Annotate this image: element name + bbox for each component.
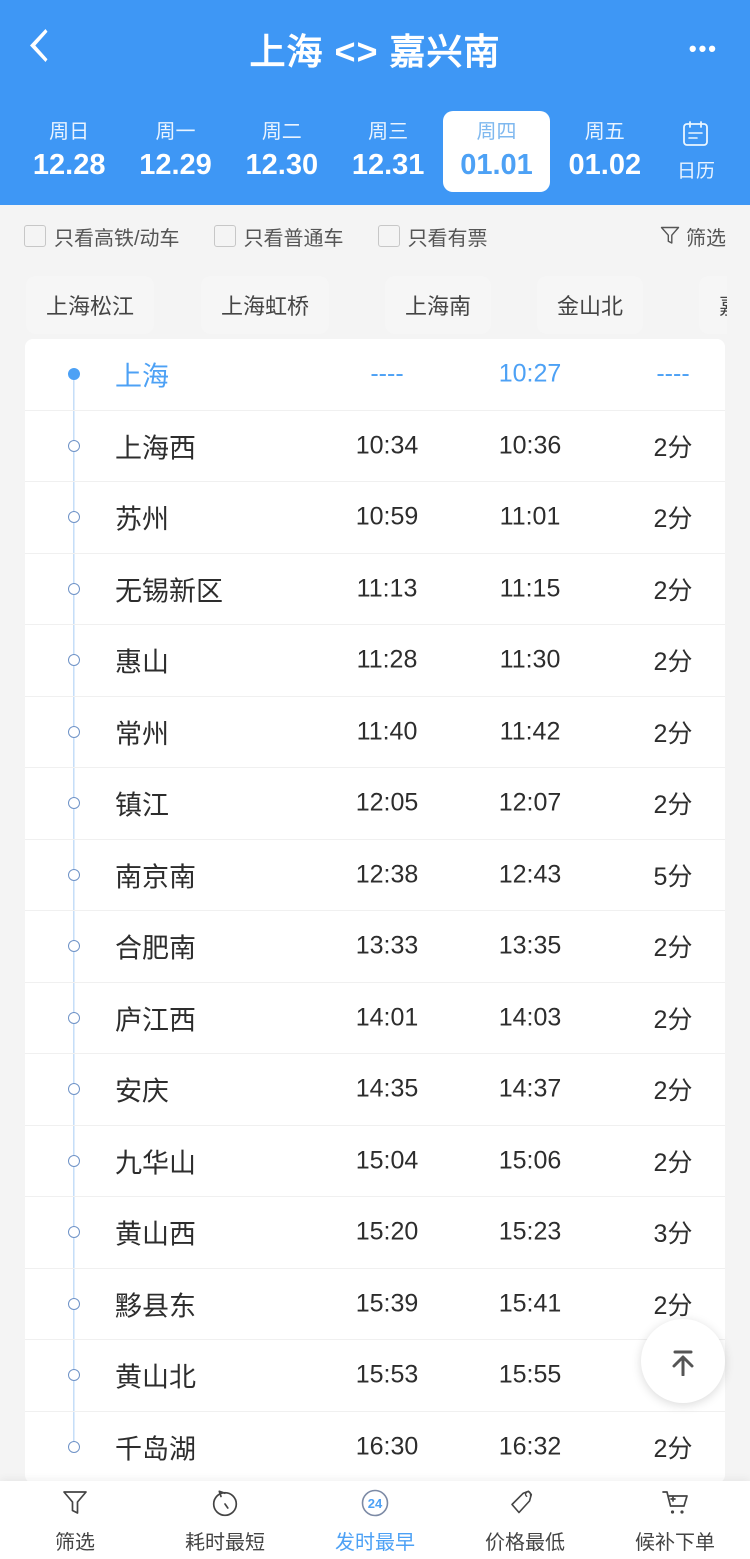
svg-text:24: 24 — [368, 1496, 383, 1511]
